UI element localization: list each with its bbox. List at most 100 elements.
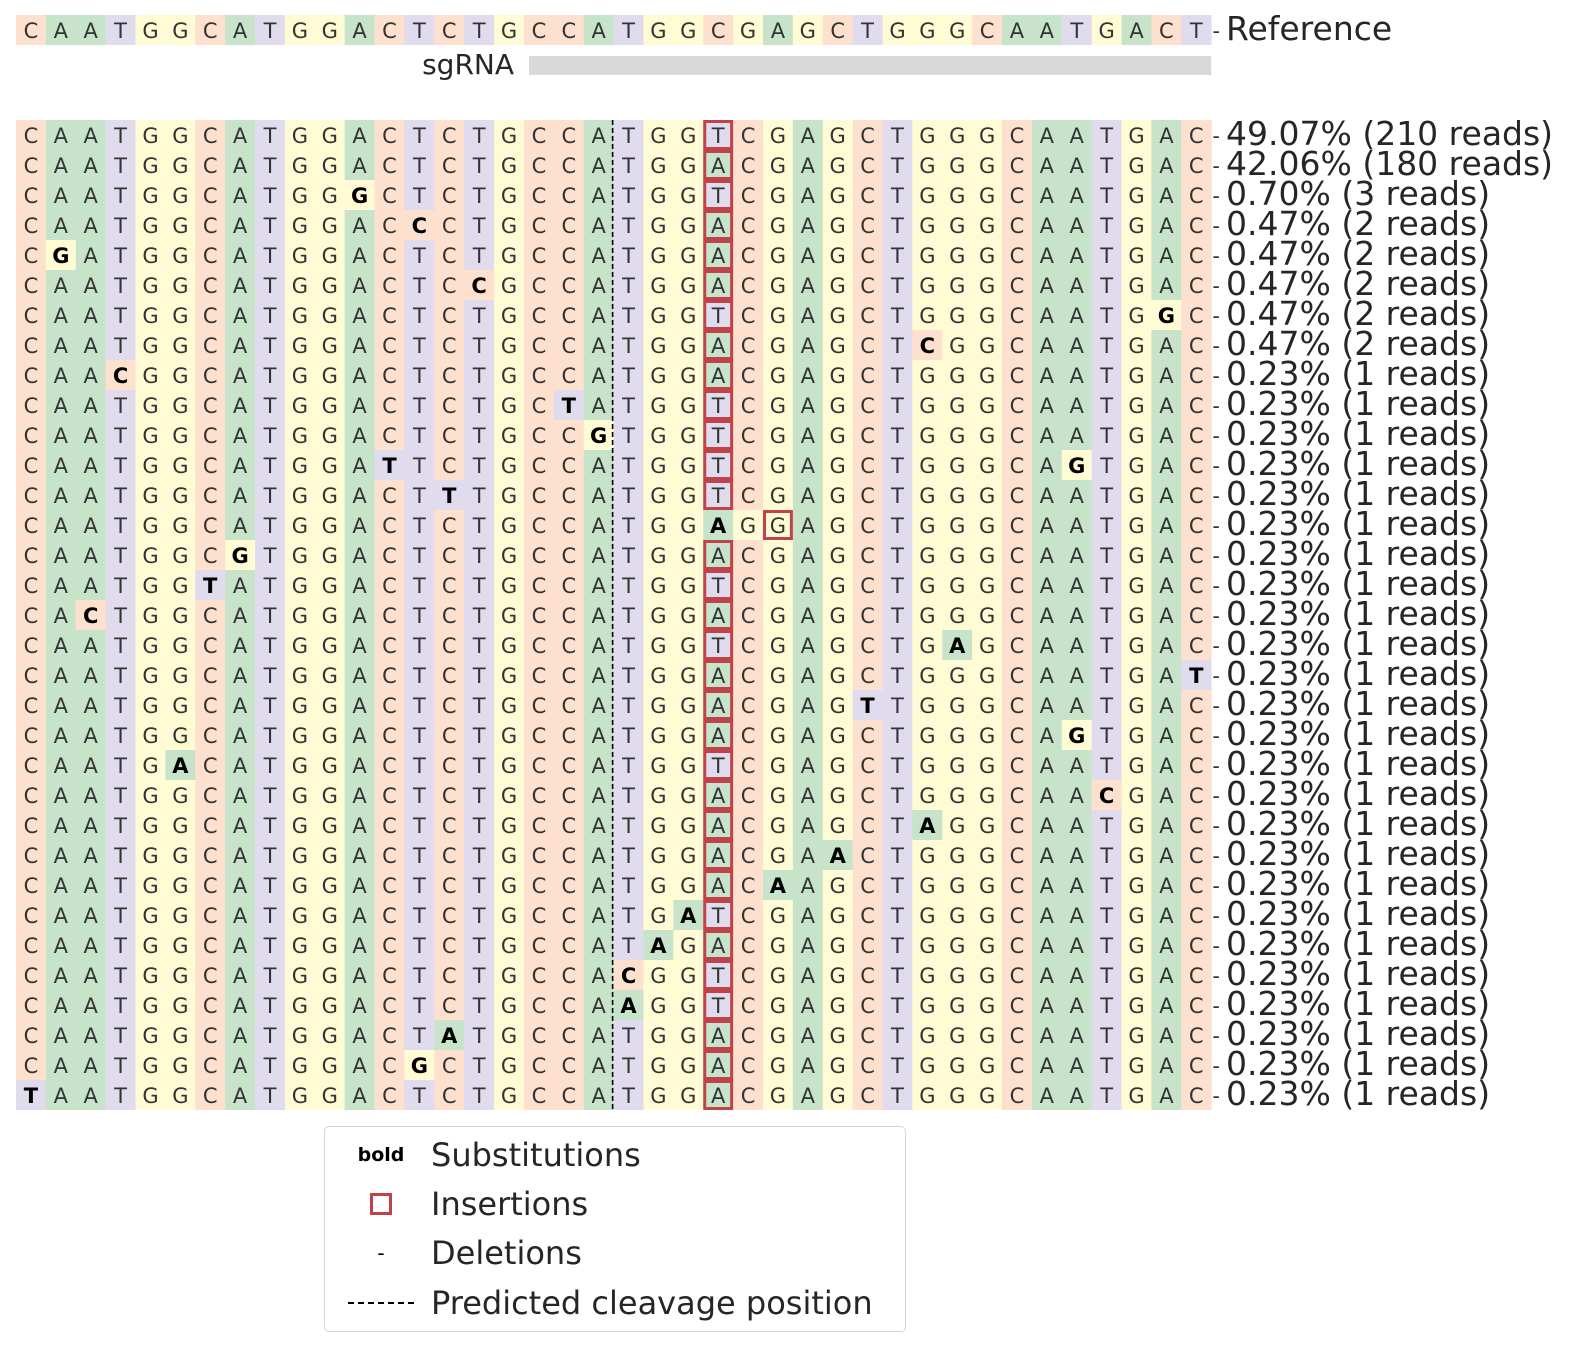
allele-base: A (45, 720, 77, 750)
svg-text:A: A (84, 874, 99, 898)
svg-text:A: A (591, 1054, 606, 1078)
allele-base: G (673, 1020, 704, 1050)
svg-text:C: C (1189, 844, 1204, 868)
svg-text:T: T (1099, 904, 1113, 928)
svg-text:A: A (801, 484, 816, 508)
svg-text:G: G (770, 1024, 786, 1048)
svg-text:G: G (949, 544, 965, 568)
svg-text:A: A (1040, 964, 1055, 988)
allele-base: G (673, 690, 704, 720)
allele-base: A (1031, 600, 1063, 630)
svg-text:A: A (84, 124, 99, 148)
allele-base: A (792, 420, 824, 450)
allele-base: A (1031, 990, 1063, 1020)
svg-text:G: G (292, 694, 308, 718)
allele-base: G (1121, 330, 1152, 360)
allele-base: C (523, 780, 555, 810)
allele-base: C (733, 120, 764, 150)
svg-text:G: G (949, 1024, 965, 1048)
allele-base: A (1061, 960, 1093, 990)
svg-text:A: A (711, 844, 726, 868)
svg-text:C: C (741, 364, 756, 388)
ref-base: G (314, 15, 346, 45)
svg-text:A: A (233, 964, 248, 988)
svg-text:A: A (1040, 364, 1055, 388)
ref-base: G (942, 15, 973, 45)
insertion-box (703, 270, 734, 300)
svg-text:C: C (532, 694, 547, 718)
svg-text:T: T (472, 664, 486, 688)
allele-base: G (822, 450, 854, 480)
svg-text:G: G (1128, 304, 1144, 328)
svg-text:A: A (1070, 514, 1085, 538)
allele-base: C (16, 750, 47, 780)
allele-base: A (1151, 510, 1182, 540)
allele-base: G (1121, 870, 1152, 900)
svg-text:C: C (382, 934, 397, 958)
svg-text:T: T (1099, 154, 1113, 178)
svg-text:G: G (650, 904, 666, 928)
allele-base: A (1061, 660, 1093, 690)
ref-base: C (1151, 15, 1182, 45)
svg-text:A: A (1070, 1054, 1085, 1078)
allele-base: A (75, 750, 107, 780)
svg-text:T: T (412, 184, 426, 208)
svg-text:T: T (621, 334, 635, 358)
svg-text:A: A (54, 754, 69, 778)
allele-base: A (1061, 630, 1093, 660)
svg-text:C: C (442, 994, 457, 1018)
svg-text:A: A (54, 1054, 69, 1078)
svg-text:G: G (770, 544, 786, 568)
allele-base: G (494, 300, 525, 330)
svg-text:G: G (1128, 394, 1144, 418)
svg-text:A: A (1070, 964, 1085, 988)
allele-base: T (16, 1080, 47, 1110)
allele-base: G (763, 930, 794, 960)
svg-text:A: A (54, 364, 69, 388)
allele-base: G (494, 270, 525, 300)
allele-base: G (165, 930, 196, 960)
svg-text:T: T (711, 184, 725, 208)
svg-text:A: A (711, 694, 726, 718)
svg-text:A: A (172, 754, 189, 778)
svg-text:G: G (830, 724, 846, 748)
sgrna-bar (528, 56, 1212, 75)
allele-base: G (972, 240, 1003, 270)
svg-text:C: C (442, 424, 457, 448)
allele-base: A (75, 870, 107, 900)
svg-text:G: G (919, 1054, 935, 1078)
allele-base: G (763, 1080, 794, 1110)
svg-text:G: G (919, 1084, 935, 1108)
allele-base: C (195, 390, 226, 420)
allele-base: G (1121, 960, 1152, 990)
svg-text:A: A (771, 19, 786, 43)
svg-text:A: A (233, 244, 248, 268)
allele-base: G (165, 990, 196, 1020)
allele-base: T (434, 480, 465, 510)
allele-base: T (703, 630, 734, 660)
allele-base: G (165, 300, 196, 330)
deletion-dash: - (1212, 634, 1220, 658)
ref-base: G (673, 15, 704, 45)
svg-text:G: G (501, 604, 517, 628)
allele-base: A (45, 180, 77, 210)
svg-text:C: C (203, 784, 218, 808)
svg-text:G: G (292, 454, 308, 478)
allele-base: T (404, 1020, 435, 1050)
svg-text:A: A (84, 424, 99, 448)
allele-base: T (464, 720, 495, 750)
allele-base: A (45, 990, 77, 1020)
allele-base: T (464, 540, 495, 570)
allele-base: G (643, 960, 674, 990)
svg-text:A: A (233, 154, 248, 178)
allele-base: C (523, 630, 555, 660)
svg-text:T: T (890, 844, 904, 868)
svg-text:G: G (172, 154, 188, 178)
svg-text:C: C (83, 604, 98, 628)
allele-frequency-label: 0.23% (1 reads) (1226, 774, 1490, 813)
allele-base: G (673, 780, 704, 810)
svg-text:G: G (142, 364, 158, 388)
allele-base: G (135, 1020, 166, 1050)
